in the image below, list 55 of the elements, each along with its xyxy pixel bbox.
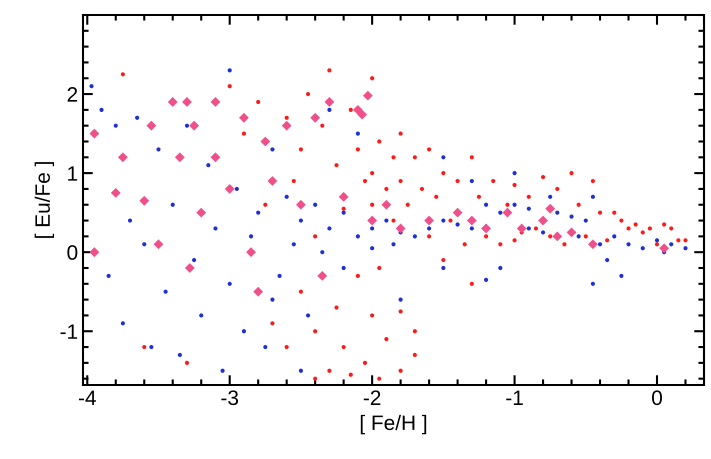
point bbox=[210, 97, 220, 107]
y-axis-title: [ Eu/Fe ] bbox=[34, 162, 54, 238]
point bbox=[566, 228, 576, 238]
point bbox=[110, 188, 121, 198]
point bbox=[282, 120, 292, 131]
point bbox=[260, 136, 270, 146]
point bbox=[139, 196, 150, 206]
x-tick-label: -1 bbox=[506, 390, 523, 405]
point bbox=[545, 204, 556, 214]
point bbox=[324, 97, 334, 107]
x-axis-title: [ Fe/H ] bbox=[360, 414, 426, 434]
y-tick-label: -1 bbox=[60, 324, 78, 339]
point bbox=[89, 247, 100, 258]
point bbox=[189, 120, 200, 131]
point bbox=[367, 216, 378, 226]
point bbox=[210, 152, 220, 162]
x-tick-label: -3 bbox=[221, 390, 238, 406]
point bbox=[146, 120, 156, 131]
point bbox=[310, 112, 320, 123]
point bbox=[452, 208, 463, 218]
point bbox=[196, 208, 206, 218]
point bbox=[224, 184, 235, 194]
point bbox=[552, 231, 562, 242]
x-tick-label: 0 bbox=[652, 390, 662, 406]
point bbox=[268, 176, 278, 186]
point bbox=[174, 152, 185, 162]
point bbox=[168, 97, 178, 107]
y-tick-label: 2 bbox=[68, 87, 78, 102]
point bbox=[253, 286, 264, 297]
point bbox=[538, 216, 548, 226]
point bbox=[396, 224, 406, 234]
point bbox=[659, 243, 670, 254]
y-tick-label: 1 bbox=[68, 166, 78, 181]
point bbox=[182, 97, 192, 107]
x-tick-label: -2 bbox=[364, 390, 380, 405]
point bbox=[516, 224, 527, 234]
point bbox=[424, 216, 434, 226]
y-tick-label: 0 bbox=[67, 245, 78, 260]
point bbox=[381, 200, 392, 210]
point bbox=[338, 192, 349, 202]
point bbox=[588, 239, 598, 250]
point bbox=[317, 270, 328, 281]
point bbox=[246, 247, 256, 258]
point bbox=[481, 224, 491, 234]
point bbox=[239, 112, 249, 123]
point bbox=[118, 152, 128, 162]
point bbox=[89, 128, 100, 138]
point bbox=[466, 216, 477, 226]
x-tick-label: -4 bbox=[78, 390, 96, 405]
point bbox=[362, 90, 373, 101]
point bbox=[357, 110, 368, 120]
point bbox=[502, 208, 512, 218]
point bbox=[154, 239, 164, 250]
point bbox=[184, 263, 195, 273]
point bbox=[296, 200, 306, 210]
